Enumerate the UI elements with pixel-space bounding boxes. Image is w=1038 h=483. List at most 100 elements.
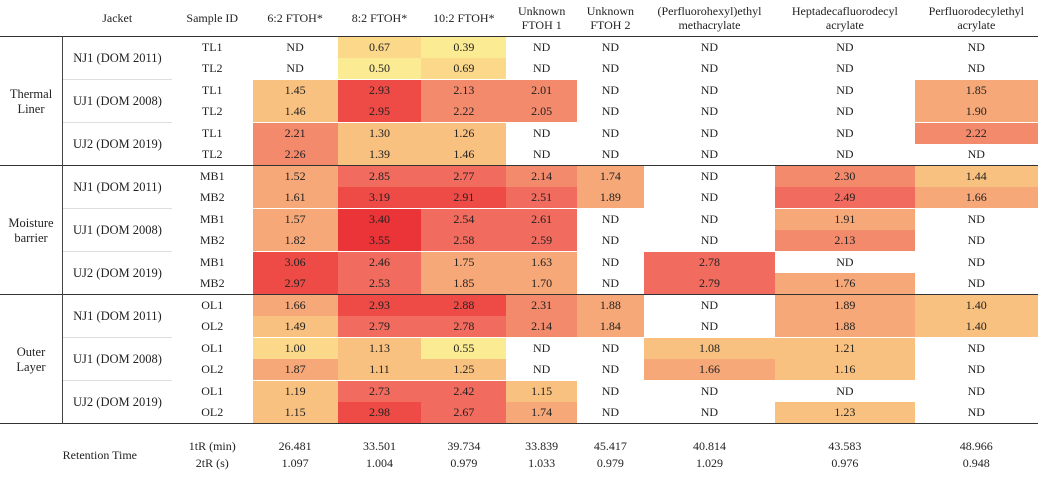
value-cell: 1.90 bbox=[914, 101, 1038, 123]
value-cell: ND bbox=[643, 230, 776, 252]
layer-spacer bbox=[0, 294, 63, 316]
value-cell: 1.70 bbox=[506, 273, 578, 295]
value-cell: 1.82 bbox=[252, 230, 338, 252]
value-cell: ND bbox=[577, 144, 644, 166]
compound-header: Unknown FTOH 2 bbox=[586, 4, 635, 32]
jacket-cell: NJ1 (DOM 2011) bbox=[62, 165, 172, 209]
value-cell: ND bbox=[643, 187, 776, 209]
value-cell: ND bbox=[643, 36, 776, 58]
value-cell: 2.26 bbox=[252, 144, 338, 166]
value-cell: ND bbox=[914, 273, 1038, 295]
value-cell: 0.69 bbox=[421, 58, 507, 80]
value-cell: ND bbox=[643, 165, 776, 187]
sample-id-cell: MB1 bbox=[171, 251, 253, 273]
retention-row: Retention Time 1tR (min) 26.481 33.501 39.73… bbox=[0, 438, 1038, 472]
rule-cell bbox=[914, 423, 1038, 438]
sample-id-cell: TL2 bbox=[171, 58, 253, 80]
value-cell: 1.11 bbox=[337, 359, 422, 381]
value-cell: ND bbox=[914, 230, 1038, 252]
value-cell: 1.40 bbox=[914, 316, 1038, 338]
sample-id-cell: OL2 bbox=[171, 359, 253, 381]
value-cell: 2.61 bbox=[506, 208, 578, 230]
value-cell: 1.91 bbox=[775, 208, 915, 230]
value-cell: 1.44 bbox=[914, 165, 1038, 187]
value-cell: ND bbox=[577, 208, 644, 230]
value-cell: 1.16 bbox=[775, 359, 915, 381]
value-cell: 0.67 bbox=[337, 36, 422, 58]
retention-value: 1.029 bbox=[643, 455, 776, 472]
retention-value: 43.583 bbox=[775, 438, 915, 455]
value-cell: ND bbox=[643, 294, 776, 316]
retention-value: 0.979 bbox=[577, 455, 644, 472]
table-bottom-rule bbox=[0, 423, 1038, 438]
value-cell: 2.91 bbox=[421, 187, 507, 209]
sample-id-cell: OL1 bbox=[171, 337, 253, 359]
value-cell: 1.89 bbox=[577, 187, 644, 209]
value-cell: ND bbox=[914, 144, 1038, 166]
value-cell: 2.53 bbox=[337, 273, 422, 295]
value-cell: 1.15 bbox=[506, 380, 578, 402]
value-cell: 3.40 bbox=[337, 208, 422, 230]
sample-id-cell: OL2 bbox=[171, 316, 253, 338]
value-cell: 1.76 bbox=[775, 273, 915, 295]
value-cell: 2.51 bbox=[506, 187, 578, 209]
value-cell: ND bbox=[506, 337, 578, 359]
sample-id-cell: TL2 bbox=[171, 144, 253, 166]
compound-header: Heptadecafluorodecyl acrylate bbox=[791, 4, 898, 32]
value-cell: ND bbox=[914, 359, 1038, 381]
layer-label: Outer Layer bbox=[16, 344, 46, 374]
value-cell: 1.30 bbox=[337, 122, 422, 144]
value-cell: 2.22 bbox=[914, 122, 1038, 144]
value-cell: 2.31 bbox=[506, 294, 578, 316]
retention-row-label: 2tR (s) bbox=[171, 455, 253, 472]
value-cell: 1.46 bbox=[421, 144, 507, 166]
value-cell: ND bbox=[914, 251, 1038, 273]
value-cell: 3.55 bbox=[337, 230, 422, 252]
value-cell: 1.66 bbox=[643, 359, 776, 381]
value-cell: 2.95 bbox=[337, 101, 422, 123]
value-cell: 2.14 bbox=[506, 165, 578, 187]
compound-header: 10:2 FTOH* bbox=[433, 11, 495, 25]
value-cell: 1.66 bbox=[252, 294, 338, 316]
value-cell: 2.14 bbox=[506, 316, 578, 338]
retention-value: 1.097 bbox=[252, 455, 338, 472]
sample-id-cell: MB2 bbox=[171, 273, 253, 295]
rule-cell bbox=[62, 423, 172, 438]
data-row: TL2 2.26 1.39 1.46 ND ND ND ND ND bbox=[0, 144, 1038, 166]
value-cell: 3.06 bbox=[252, 251, 338, 273]
value-cell: 1.84 bbox=[577, 316, 644, 338]
retention-row: 2tR (s) 1.097 1.004 0.979 1.033 0.979 1.029 0.9… bbox=[0, 455, 1038, 472]
rule-cell bbox=[643, 423, 776, 438]
retention-value: 33.501 bbox=[337, 438, 422, 455]
retention-value: 33.839 bbox=[506, 438, 578, 455]
sample-id-cell: MB1 bbox=[171, 208, 253, 230]
layer-header-spacer bbox=[0, 0, 63, 37]
rule-cell bbox=[506, 423, 578, 438]
value-cell: ND bbox=[643, 101, 776, 123]
data-row: NJ1 (DOM 2011) MB1 1.52 2.85 2.77 2.14 1.74 ND 2… bbox=[0, 165, 1038, 209]
retention-value: 40.814 bbox=[643, 438, 776, 455]
value-cell: 1.13 bbox=[337, 337, 422, 359]
value-cell: 1.66 bbox=[914, 187, 1038, 209]
value-cell: ND bbox=[577, 58, 644, 80]
value-cell: 1.00 bbox=[252, 337, 338, 359]
retention-value: 48.966 bbox=[914, 438, 1038, 455]
value-cell: ND bbox=[252, 36, 338, 58]
value-cell: ND bbox=[577, 337, 644, 359]
retention-value: 1.033 bbox=[506, 455, 578, 472]
value-cell: 2.30 bbox=[775, 165, 915, 187]
value-cell: 1.45 bbox=[252, 79, 338, 101]
header-row: Jacket Sample ID 6:2 FTOH* 8:2 FTOH* 10:… bbox=[0, 0, 1038, 37]
retention-time-label: Retention Time bbox=[62, 438, 172, 472]
value-cell: ND bbox=[914, 58, 1038, 80]
jacket-header: Jacket bbox=[102, 11, 133, 25]
value-cell: ND bbox=[775, 144, 915, 166]
data-row: TL2 ND 0.50 0.69 ND ND ND ND ND bbox=[0, 58, 1038, 80]
value-cell: ND bbox=[577, 402, 644, 424]
jacket-cell: UJ2 (DOM 2019) bbox=[62, 122, 172, 166]
retention-value: 0.948 bbox=[914, 455, 1038, 472]
value-cell: ND bbox=[775, 380, 915, 402]
value-cell: ND bbox=[914, 208, 1038, 230]
compound-header: Unknown FTOH 1 bbox=[518, 4, 566, 32]
value-cell: 1.49 bbox=[252, 316, 338, 338]
